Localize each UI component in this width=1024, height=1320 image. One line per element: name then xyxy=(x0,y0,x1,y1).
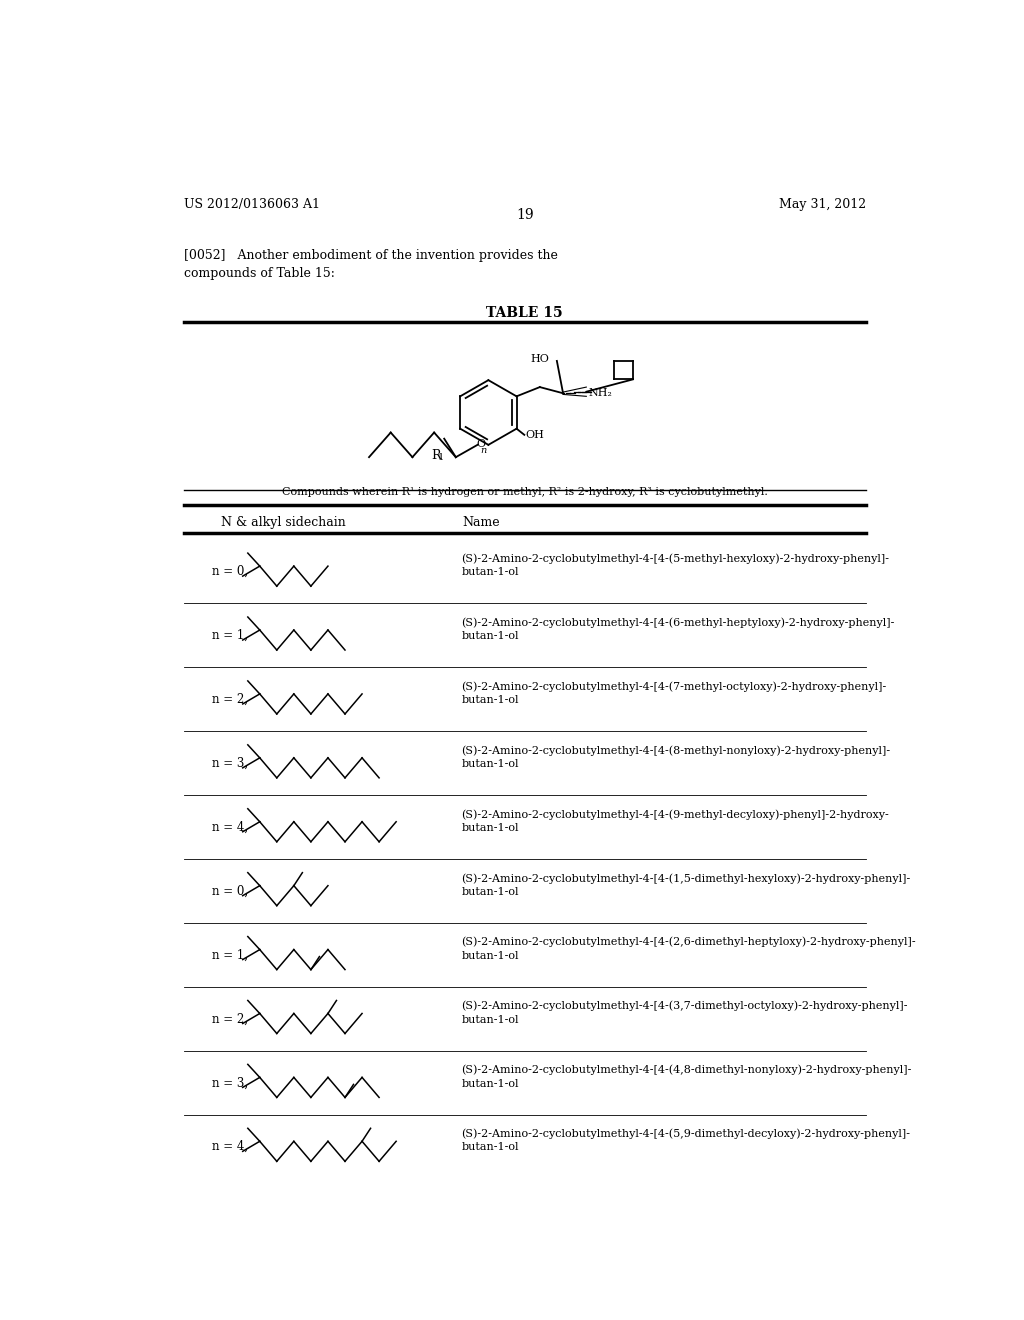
Text: n = 2,: n = 2, xyxy=(212,693,248,706)
Text: n = 4,: n = 4, xyxy=(212,821,248,834)
Text: n = 2,: n = 2, xyxy=(212,1012,248,1026)
Text: May 31, 2012: May 31, 2012 xyxy=(778,198,866,211)
Text: [0052]   Another embodiment of the invention provides the
compounds of Table 15:: [0052] Another embodiment of the inventi… xyxy=(183,249,558,280)
Text: (S)-2-Amino-2-cyclobutylmethyl-4-[4-(3,7-dimethyl-octyloxy)-2-hydroxy-phenyl]-
b: (S)-2-Amino-2-cyclobutylmethyl-4-[4-(3,7… xyxy=(461,1001,907,1024)
Text: n = 1,: n = 1, xyxy=(212,949,248,961)
Text: n = 0,: n = 0, xyxy=(212,884,248,898)
Text: N & alkyl sidechain: N & alkyl sidechain xyxy=(220,516,345,529)
Text: (S)-2-Amino-2-cyclobutylmethyl-4-[4-(5,9-dimethyl-decyloxy)-2-hydroxy-phenyl]-
b: (S)-2-Amino-2-cyclobutylmethyl-4-[4-(5,9… xyxy=(461,1129,910,1152)
Text: (S)-2-Amino-2-cyclobutylmethyl-4-[4-(8-methyl-nonyloxy)-2-hydroxy-phenyl]-
butan: (S)-2-Amino-2-cyclobutylmethyl-4-[4-(8-m… xyxy=(461,746,891,770)
Text: (S)-2-Amino-2-cyclobutylmethyl-4-[4-(2,6-dimethyl-heptyloxy)-2-hydroxy-phenyl]-
: (S)-2-Amino-2-cyclobutylmethyl-4-[4-(2,6… xyxy=(461,937,915,961)
Text: US 2012/0136063 A1: US 2012/0136063 A1 xyxy=(183,198,319,211)
Text: TABLE 15: TABLE 15 xyxy=(486,306,563,321)
Text: n = 3,: n = 3, xyxy=(212,756,248,770)
Text: 19: 19 xyxy=(516,209,534,223)
Text: Name: Name xyxy=(463,516,501,529)
Text: n: n xyxy=(480,446,486,454)
Text: (S)-2-Amino-2-cyclobutylmethyl-4-[4-(1,5-dimethyl-hexyloxy)-2-hydroxy-phenyl]-
b: (S)-2-Amino-2-cyclobutylmethyl-4-[4-(1,5… xyxy=(461,873,910,896)
Text: (S)-2-Amino-2-cyclobutylmethyl-4-[4-(7-methyl-octyloxy)-2-hydroxy-phenyl]-
butan: (S)-2-Amino-2-cyclobutylmethyl-4-[4-(7-m… xyxy=(461,681,887,705)
Text: (S)-2-Amino-2-cyclobutylmethyl-4-[4-(9-methyl-decyloxy)-phenyl]-2-hydroxy-
butan: (S)-2-Amino-2-cyclobutylmethyl-4-[4-(9-m… xyxy=(461,809,889,833)
Text: (S)-2-Amino-2-cyclobutylmethyl-4-[4-(6-methyl-heptyloxy)-2-hydroxy-phenyl]-
buta: (S)-2-Amino-2-cyclobutylmethyl-4-[4-(6-m… xyxy=(461,618,895,642)
Text: n = 1,: n = 1, xyxy=(212,628,248,642)
Text: (S)-2-Amino-2-cyclobutylmethyl-4-[4-(5-methyl-hexyloxy)-2-hydroxy-phenyl]-
butan: (S)-2-Amino-2-cyclobutylmethyl-4-[4-(5-m… xyxy=(461,553,889,577)
Text: NH₂: NH₂ xyxy=(589,388,612,399)
Text: n = 0,: n = 0, xyxy=(212,565,248,578)
Text: Compounds wherein R¹ is hydrogen or methyl, R² is 2-hydroxy, R³ is cyclobutylmet: Compounds wherein R¹ is hydrogen or meth… xyxy=(282,487,768,498)
Text: O: O xyxy=(476,440,485,449)
Text: 1: 1 xyxy=(438,453,444,462)
Text: OH: OH xyxy=(526,430,545,440)
Text: n = 3,: n = 3, xyxy=(212,1076,248,1089)
Text: HO: HO xyxy=(530,354,549,364)
Text: (S)-2-Amino-2-cyclobutylmethyl-4-[4-(4,8-dimethyl-nonyloxy)-2-hydroxy-phenyl]-
b: (S)-2-Amino-2-cyclobutylmethyl-4-[4-(4,8… xyxy=(461,1065,911,1089)
Text: n = 4,: n = 4, xyxy=(212,1140,248,1154)
Text: R: R xyxy=(431,449,440,462)
